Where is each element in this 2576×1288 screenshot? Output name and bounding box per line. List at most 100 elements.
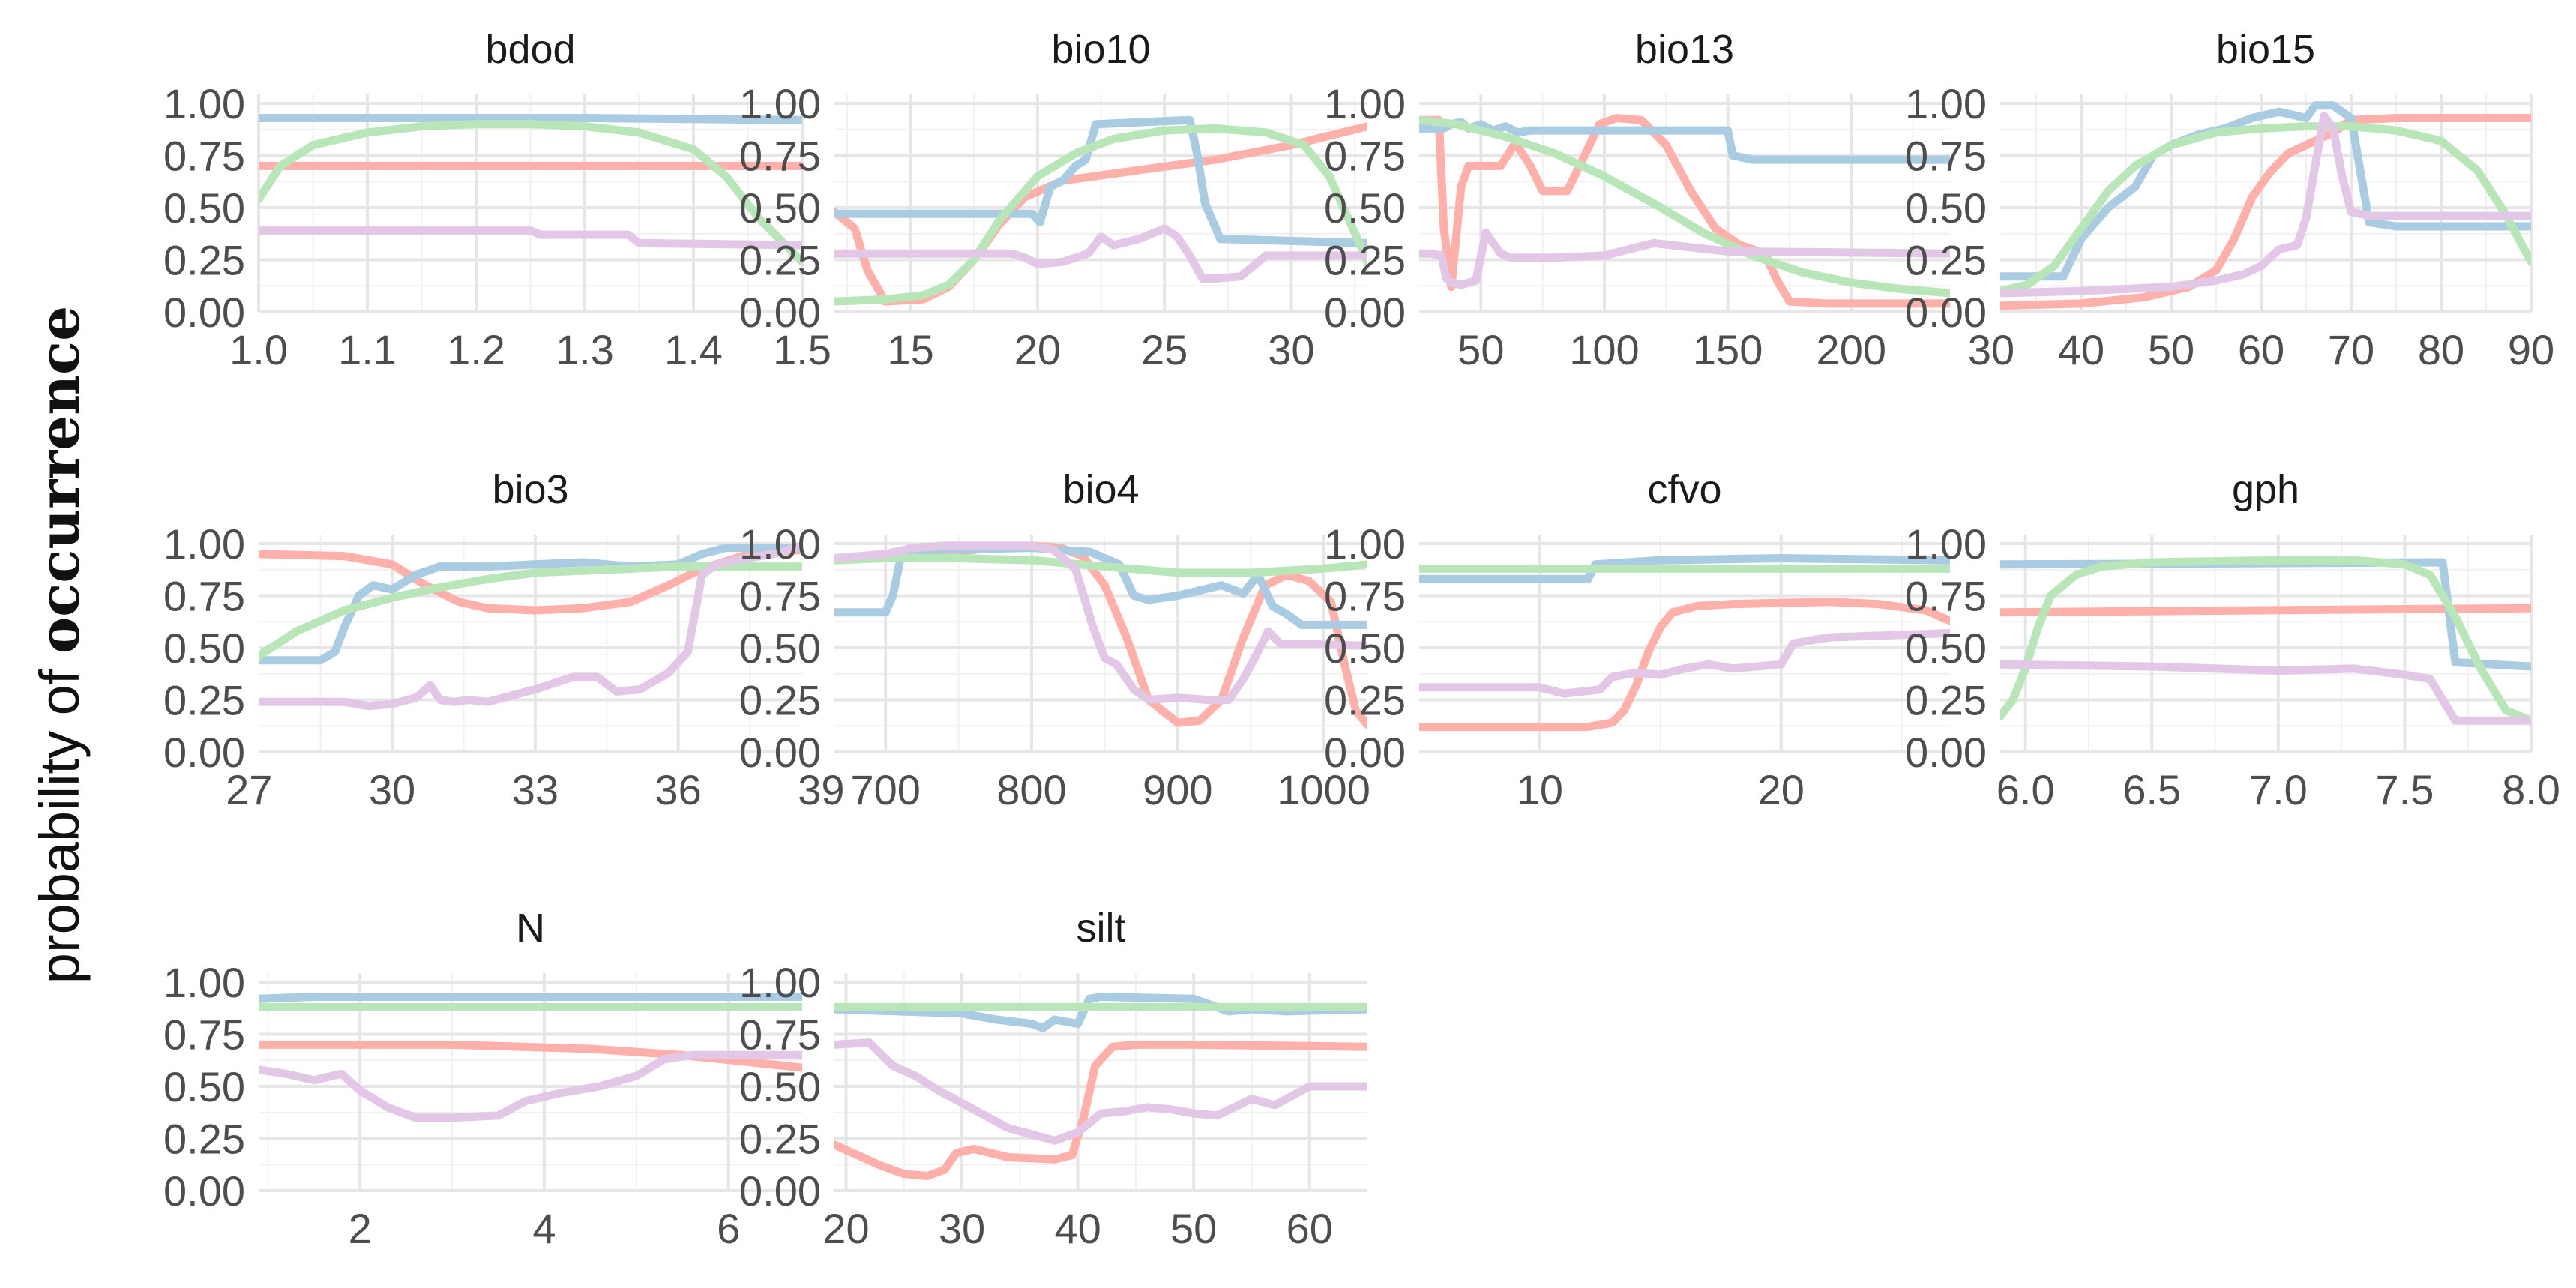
y-tick-label: 1.00 <box>739 959 821 1006</box>
series-green-line <box>259 562 802 660</box>
y-tick-label: 0.75 <box>1324 573 1406 620</box>
y-tick-label: 0.50 <box>1905 184 1987 232</box>
panel-n: 0.000.25 0.500.75 1.00 2 4 6 N <box>163 906 802 1252</box>
y-tick-label: 0.00 <box>163 289 245 336</box>
y-tick-label: 0.25 <box>1324 677 1406 724</box>
y-tick-label: 0.00 <box>739 1167 821 1215</box>
series-green-line <box>259 120 802 266</box>
y-tick-label: 1.00 <box>163 80 245 127</box>
x-tick-label: 1.4 <box>664 326 723 373</box>
y-tick-label: 0.50 <box>163 625 245 672</box>
y-tick-label: 0.25 <box>739 677 821 724</box>
x-tick-label: 30 <box>1268 326 1314 373</box>
series-purple-line <box>259 1050 802 1122</box>
panel-bio15: 0.00 0.25 0.500.75 1.00 30 40 50 60 70 80 90 bio15 <box>1905 27 2554 373</box>
y-tick-label: 1.00 <box>1324 80 1406 127</box>
series-green-line <box>834 554 1367 577</box>
x-tick-label: 40 <box>2058 326 2104 373</box>
y-tick-label: 0.00 <box>1324 729 1406 776</box>
series-red-line <box>2000 604 2531 617</box>
y-tick-label: 0.25 <box>163 237 245 284</box>
y-tick-label: 0.75 <box>739 1011 821 1059</box>
y-tick-label: 1.00 <box>1324 520 1406 568</box>
series-green-line <box>2000 122 2531 295</box>
x-tick-label: 1.5 <box>773 326 831 373</box>
panel-title: bio10 <box>1051 27 1150 72</box>
x-tick-label: 1.0 <box>229 326 288 373</box>
x-tick-label: 800 <box>996 766 1066 813</box>
series-purple-line <box>2000 112 2531 298</box>
y-tick-label: 0.25 <box>1324 237 1406 284</box>
y-tick-label: 0.50 <box>739 1063 821 1110</box>
x-tick-label: 200 <box>1817 326 1886 373</box>
x-tick-label: 1000 <box>1277 766 1370 813</box>
y-tick-label: 0.25 <box>739 237 821 284</box>
y-tick-label: 1.00 <box>1905 520 1987 568</box>
x-tick-label: 8.0 <box>2502 766 2560 813</box>
y-tick-label: 1.00 <box>739 520 821 568</box>
x-tick-label: 80 <box>2418 326 2464 373</box>
y-tick-label: 0.75 <box>163 573 245 620</box>
panel-silt: 0.000.25 0.500.75 1.00 20 30 40 50 60 silt <box>739 906 1367 1252</box>
series-red-line <box>1419 114 1950 308</box>
x-tick-label: 20 <box>822 1205 869 1252</box>
x-tick-label: 6 <box>717 1205 740 1252</box>
panel-bio4: 0.00 0.25 0.50 0.75 1.00 700 800 900 1000 bio4 <box>739 467 1370 813</box>
x-tick-label: 10 <box>1517 766 1563 813</box>
panel-title: bio4 <box>1062 467 1139 512</box>
x-tick-label: 6.0 <box>1996 766 2055 813</box>
panel-title: silt <box>1077 906 1126 951</box>
x-tick-label: 50 <box>2148 326 2194 373</box>
x-tick-label: 40 <box>1054 1205 1101 1252</box>
series-blue-line <box>834 993 1367 1032</box>
y-tick-label: 0.25 <box>163 1116 245 1163</box>
y-tick-label: 0.75 <box>1324 133 1406 180</box>
x-tick-label: 2 <box>349 1205 372 1252</box>
series-purple-line <box>259 541 802 711</box>
x-tick-label: 33 <box>512 766 559 813</box>
series-purple-line <box>834 224 1367 283</box>
panel-bio3: 0.00 0.25 0.50 0.75 1.00 27 30 33 36 39 bio3 <box>163 467 845 813</box>
y-tick-label: 0.75 <box>739 573 821 620</box>
y-tick-label: 1.00 <box>163 520 245 568</box>
y-tick-label: 0.50 <box>163 184 245 232</box>
series-blue-line <box>1419 554 1950 583</box>
series-purple-line <box>1419 228 1950 289</box>
x-tick-label: 7.0 <box>2249 766 2308 813</box>
series-red-line <box>259 1040 802 1072</box>
x-tick-label: 50 <box>1170 1205 1217 1252</box>
panel-cfvo: 0.00 0.25 0.50 0.75 1.00 10 20 cfvo <box>1324 467 1950 813</box>
x-tick-label: 30 <box>939 1205 985 1252</box>
series-red-line <box>1419 598 1950 732</box>
panel-bdod: 0.000.250.500.751.001.0 1.1 1.2 1.3 1.4 1.5bd… <box>163 27 831 373</box>
x-tick-label: 27 <box>226 766 272 813</box>
y-tick-label: 0.75 <box>1905 133 1987 180</box>
y-tick-label: 0.50 <box>739 625 821 672</box>
panel-title: bdod <box>485 27 575 72</box>
series-green-line <box>834 124 1367 306</box>
x-tick-label: 7.5 <box>2375 766 2434 813</box>
y-tick-label: 0.25 <box>1905 237 1987 284</box>
y-tick-label: 0.75 <box>163 1011 245 1059</box>
y-tick-label: 0.00 <box>1905 729 1987 776</box>
x-tick-label: 1.2 <box>447 326 505 373</box>
x-tick-label: 36 <box>655 766 702 813</box>
y-tick-label: 1.00 <box>1905 80 1987 127</box>
series-red-line <box>834 1040 1367 1180</box>
panel-title: N <box>516 906 545 951</box>
x-tick-label: 60 <box>1287 1205 1333 1252</box>
x-tick-label: 700 <box>850 766 920 813</box>
x-tick-label: 20 <box>1014 326 1061 373</box>
series-purple-line <box>834 541 1367 704</box>
y-tick-label: 0.00 <box>739 729 821 776</box>
series-purple-line <box>259 226 802 250</box>
panel-bio10: 0.00 0.25 0.500.75 1.00 15 20 25 30 bio10 <box>739 27 1367 373</box>
x-tick-label: 15 <box>887 326 933 373</box>
y-tick-label: 0.75 <box>163 133 245 180</box>
x-tick-label: 100 <box>1569 326 1639 373</box>
y-tick-label: 0.00 <box>163 1167 245 1215</box>
series-blue-line <box>2000 101 2531 281</box>
series-blue-line <box>834 115 1367 247</box>
series-purple-line <box>834 1038 1367 1145</box>
y-tick-label: 0.00 <box>739 289 821 336</box>
